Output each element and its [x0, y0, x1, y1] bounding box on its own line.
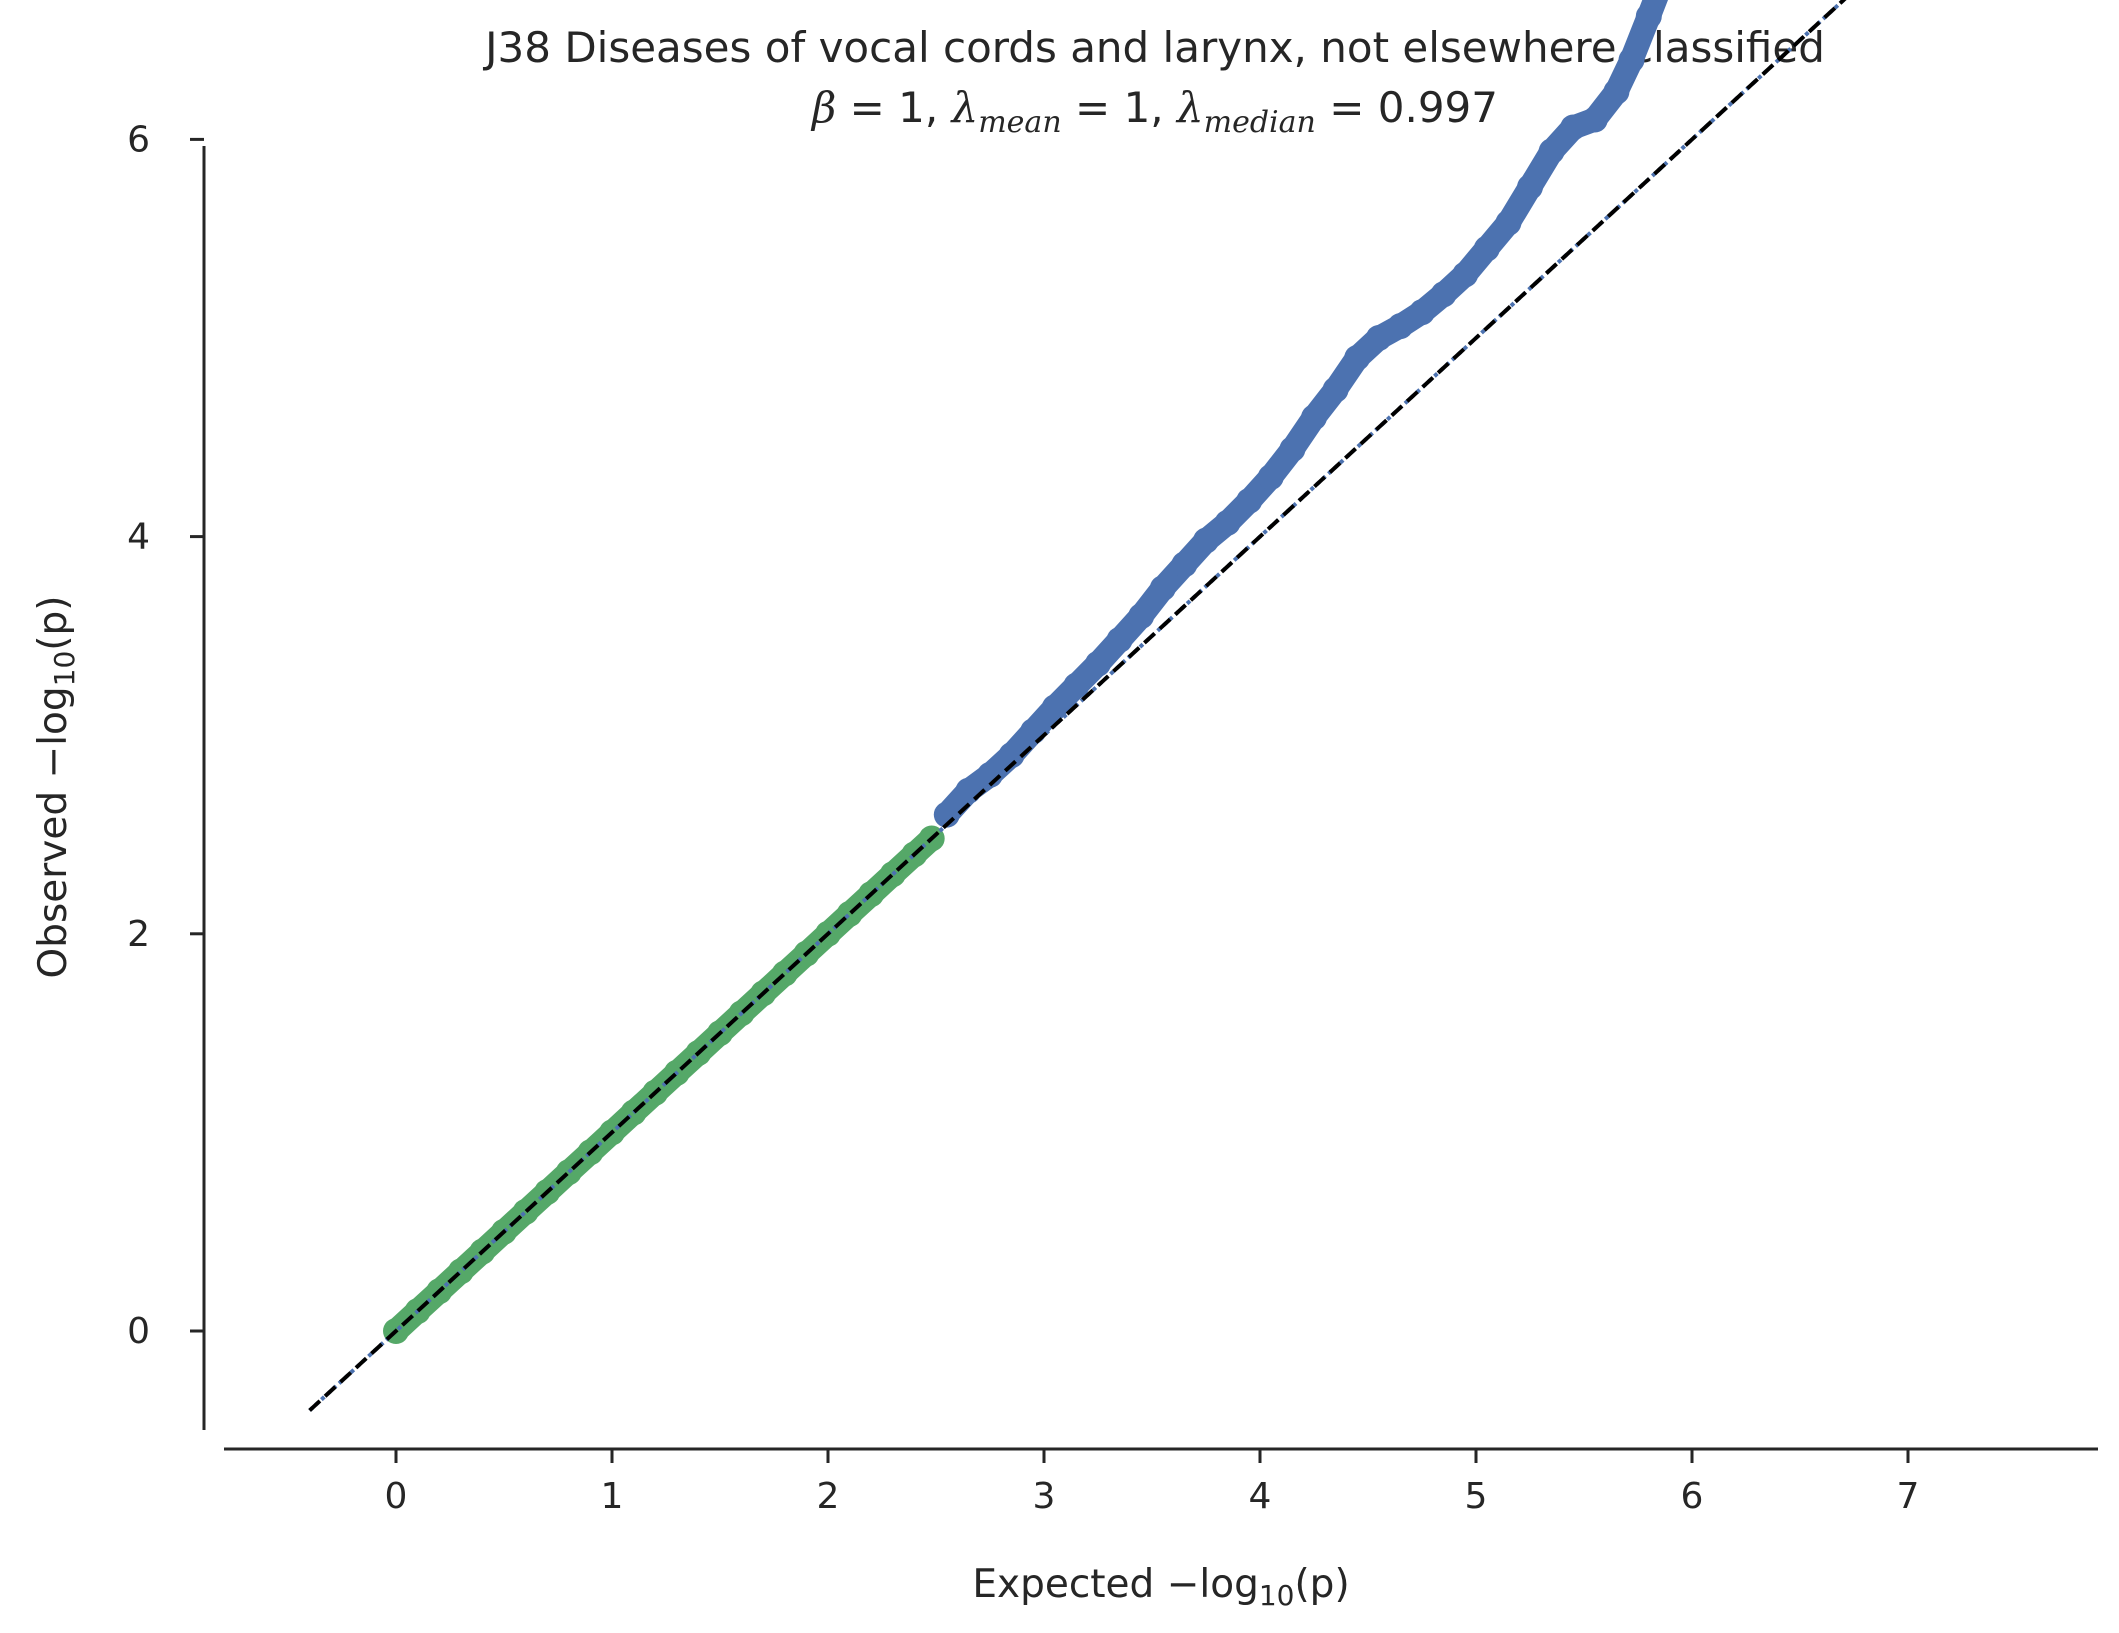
expected-line: [308, 0, 1847, 1412]
blue-data-point: [1430, 281, 1457, 308]
blue-data-point: [1279, 436, 1306, 463]
blue-data-point: [1063, 672, 1090, 699]
beta-symbol: β: [810, 83, 836, 132]
blue-data-point: [1409, 299, 1435, 326]
x-tick-label: 5: [1465, 1476, 1488, 1517]
blue-data-point: [1603, 78, 1630, 105]
lambda-median-subscript: median: [1204, 105, 1316, 140]
blue-data-point: [1149, 575, 1176, 602]
blue-data-point: [1214, 509, 1241, 536]
y-axis-label: Observed −log10(p): [31, 596, 81, 979]
blue-data-point: [1171, 551, 1198, 578]
blue-data-point: [1653, 0, 1666, 2]
blue-data-point: [1387, 313, 1414, 340]
blue-data-point: [1041, 694, 1068, 721]
chart-subtitle: β = 1, λmean = 1, λmedian = 0.997: [810, 83, 1498, 140]
x-tick-label: 4: [1249, 1476, 1272, 1517]
x-tick-label: 7: [1897, 1476, 1920, 1517]
x-tick-label: 1: [601, 1476, 624, 1517]
reference-line-group: [308, 0, 1847, 1412]
y-tick-label: 6: [127, 119, 150, 160]
y-tick-label: 4: [127, 517, 150, 558]
blue-data-point: [1128, 603, 1155, 630]
blue-data-point: [1452, 261, 1479, 288]
tick-group: 012345670246810: [127, 119, 1920, 1517]
lambda-mean-value: 1: [1124, 83, 1151, 132]
blue-data-point: [1560, 114, 1587, 141]
x-tick-label: 3: [1033, 1476, 1056, 1517]
blue-data-point: [1020, 718, 1047, 745]
x-tick-label: 0: [385, 1476, 408, 1517]
blue-data-point: [1236, 487, 1263, 514]
lambda-mean-symbol: λ: [950, 83, 979, 132]
reference-diagonal: [308, 0, 1847, 1412]
x-tick-label: 2: [817, 1476, 840, 1517]
lambda-median-symbol: λ: [1175, 83, 1204, 132]
beta-value: 1: [898, 83, 925, 132]
blue-data-point: [1581, 106, 1608, 133]
blue-data-point: [955, 777, 982, 804]
blue-data-point: [1257, 464, 1284, 491]
blue-data-point: [1618, 46, 1645, 73]
blue-data-point: [1473, 235, 1500, 262]
blue-data-point: [1635, 3, 1662, 30]
blue-data-point: [1365, 325, 1392, 351]
blue-data-point: [1344, 344, 1371, 371]
y-tick-label: 0: [127, 1311, 150, 1352]
data-points: [383, 0, 1669, 1344]
lambda-median-value: 0.997: [1378, 83, 1498, 132]
x-tick-label: 6: [1681, 1476, 1704, 1517]
blue-data-point: [1517, 174, 1543, 201]
chart-title: J38 Diseases of vocal cords and larynx, …: [482, 23, 1825, 72]
blue-data-point: [1301, 404, 1327, 431]
blue-data-point: [1106, 626, 1133, 653]
blue-data-point: [1085, 650, 1111, 677]
lambda-mean-subscript: mean: [978, 105, 1061, 140]
blue-data-point: [1495, 209, 1522, 236]
x-axis-label: Expected −log10(p): [972, 1562, 1349, 1612]
blue-data-point: [1538, 138, 1565, 165]
blue-data-point: [1193, 527, 1219, 554]
y-tick-label: 2: [127, 914, 150, 955]
blue-data-point: [1322, 376, 1349, 403]
